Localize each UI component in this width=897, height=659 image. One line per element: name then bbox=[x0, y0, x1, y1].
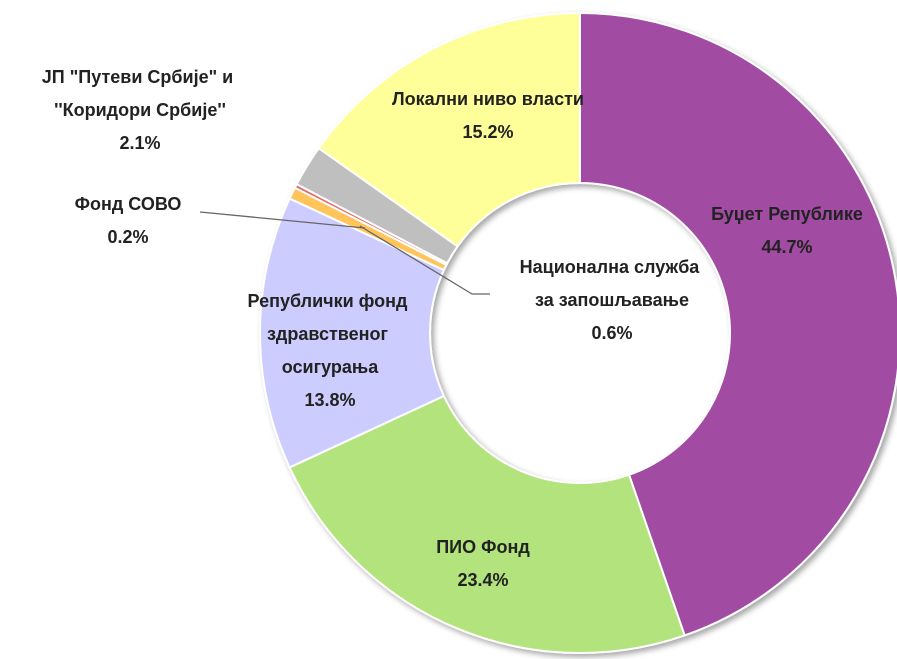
category-label-line: Локални ниво власти bbox=[392, 89, 584, 109]
donut bbox=[259, 11, 897, 654]
value-label: 2.1% bbox=[119, 133, 160, 153]
leader-line bbox=[199, 211, 366, 229]
value-label: 44.7% bbox=[761, 237, 812, 257]
value-label: 15.2% bbox=[462, 122, 513, 142]
category-label: Фонд СОВО bbox=[75, 194, 182, 214]
category-label: Национална служба за запошљавање bbox=[520, 257, 705, 310]
category-label: Буџет Републике bbox=[711, 204, 863, 224]
category-label: Локални ниво власти bbox=[392, 89, 584, 109]
category-label-line: за запошљавање bbox=[535, 290, 689, 310]
category-label-line: ПИО Фонд bbox=[436, 537, 530, 557]
category-label-line: Национална служба bbox=[520, 257, 705, 277]
value-label: 0.2% bbox=[107, 227, 148, 247]
value-label: 23.4% bbox=[457, 570, 508, 590]
value-label: 13.8% bbox=[304, 390, 355, 410]
category-label-line: осигурања bbox=[282, 357, 379, 377]
donut-slice bbox=[579, 11, 897, 637]
category-label: Републички фонд здравственог осигурања bbox=[248, 291, 413, 377]
category-label-line: ЈП "Путеви Србије" и bbox=[42, 67, 238, 87]
donut-slice bbox=[288, 394, 686, 654]
category-label-line: Буџет Републике bbox=[711, 204, 863, 224]
category-label: ЈП "Путеви Србије" и ''Коридори Србије'' bbox=[42, 67, 238, 120]
donut-slice bbox=[317, 11, 581, 248]
value-label: 0.6% bbox=[591, 323, 632, 343]
category-label-line: здравственог bbox=[267, 324, 393, 344]
category-label-line: ''Коридори Србије'' bbox=[54, 100, 226, 120]
leader-line bbox=[359, 225, 490, 295]
category-label-line: Републички фонд bbox=[248, 291, 413, 311]
category-label-line: Фонд СОВО bbox=[75, 194, 182, 214]
donut-slice bbox=[259, 197, 446, 469]
category-label: ПИО Фонд bbox=[436, 537, 530, 557]
